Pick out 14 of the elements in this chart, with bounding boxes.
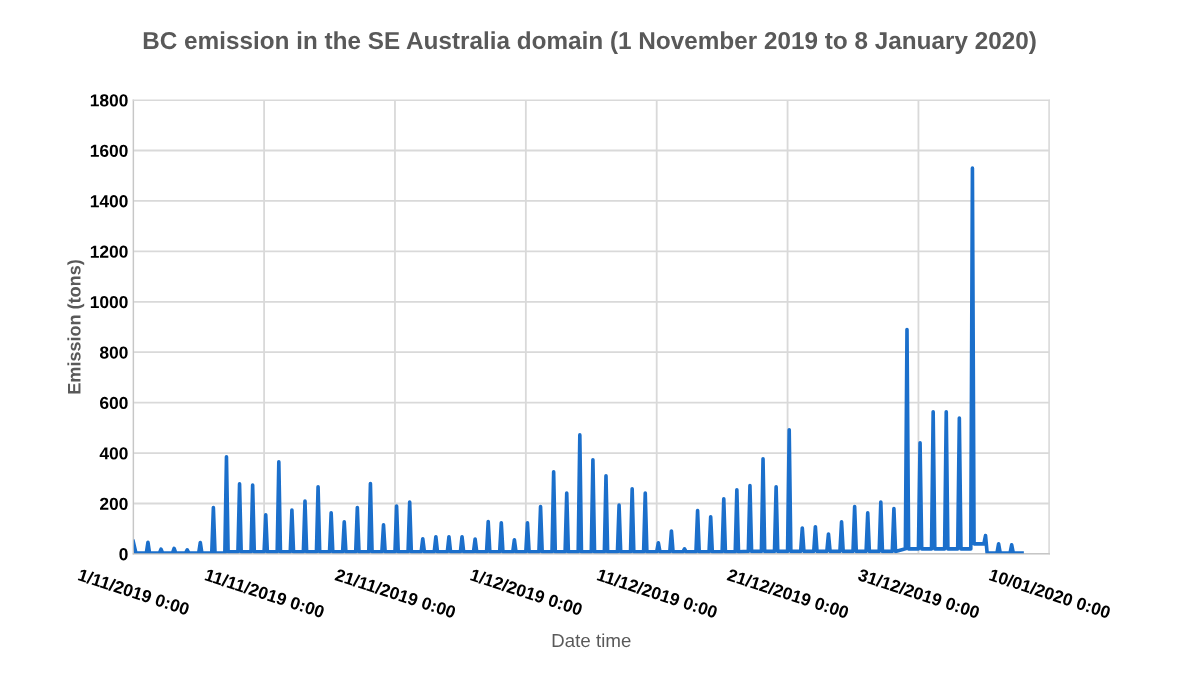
y-tick-label: 400	[99, 447, 128, 460]
y-tick-label: 1800	[90, 94, 128, 107]
y-tick-label: 1400	[90, 195, 128, 208]
y-tick-label: 1600	[90, 144, 128, 157]
y-tick-label: 600	[100, 396, 128, 410]
y-tick-label: 1200	[90, 245, 128, 258]
y-tick-label: 800	[99, 346, 128, 359]
y-axis-title: Emission (tons)	[67, 260, 85, 394]
x-axis-title: Date time	[552, 633, 631, 648]
y-tick-label: 1000	[90, 295, 128, 309]
y-tick-label: 0	[119, 548, 128, 561]
y-tick-label: 200	[100, 497, 128, 510]
chart-title: BC emission in the SE Australia domain (1 November 2019 to 8 January 2020)	[143, 31, 1036, 54]
line-series	[133, 166, 1024, 554]
